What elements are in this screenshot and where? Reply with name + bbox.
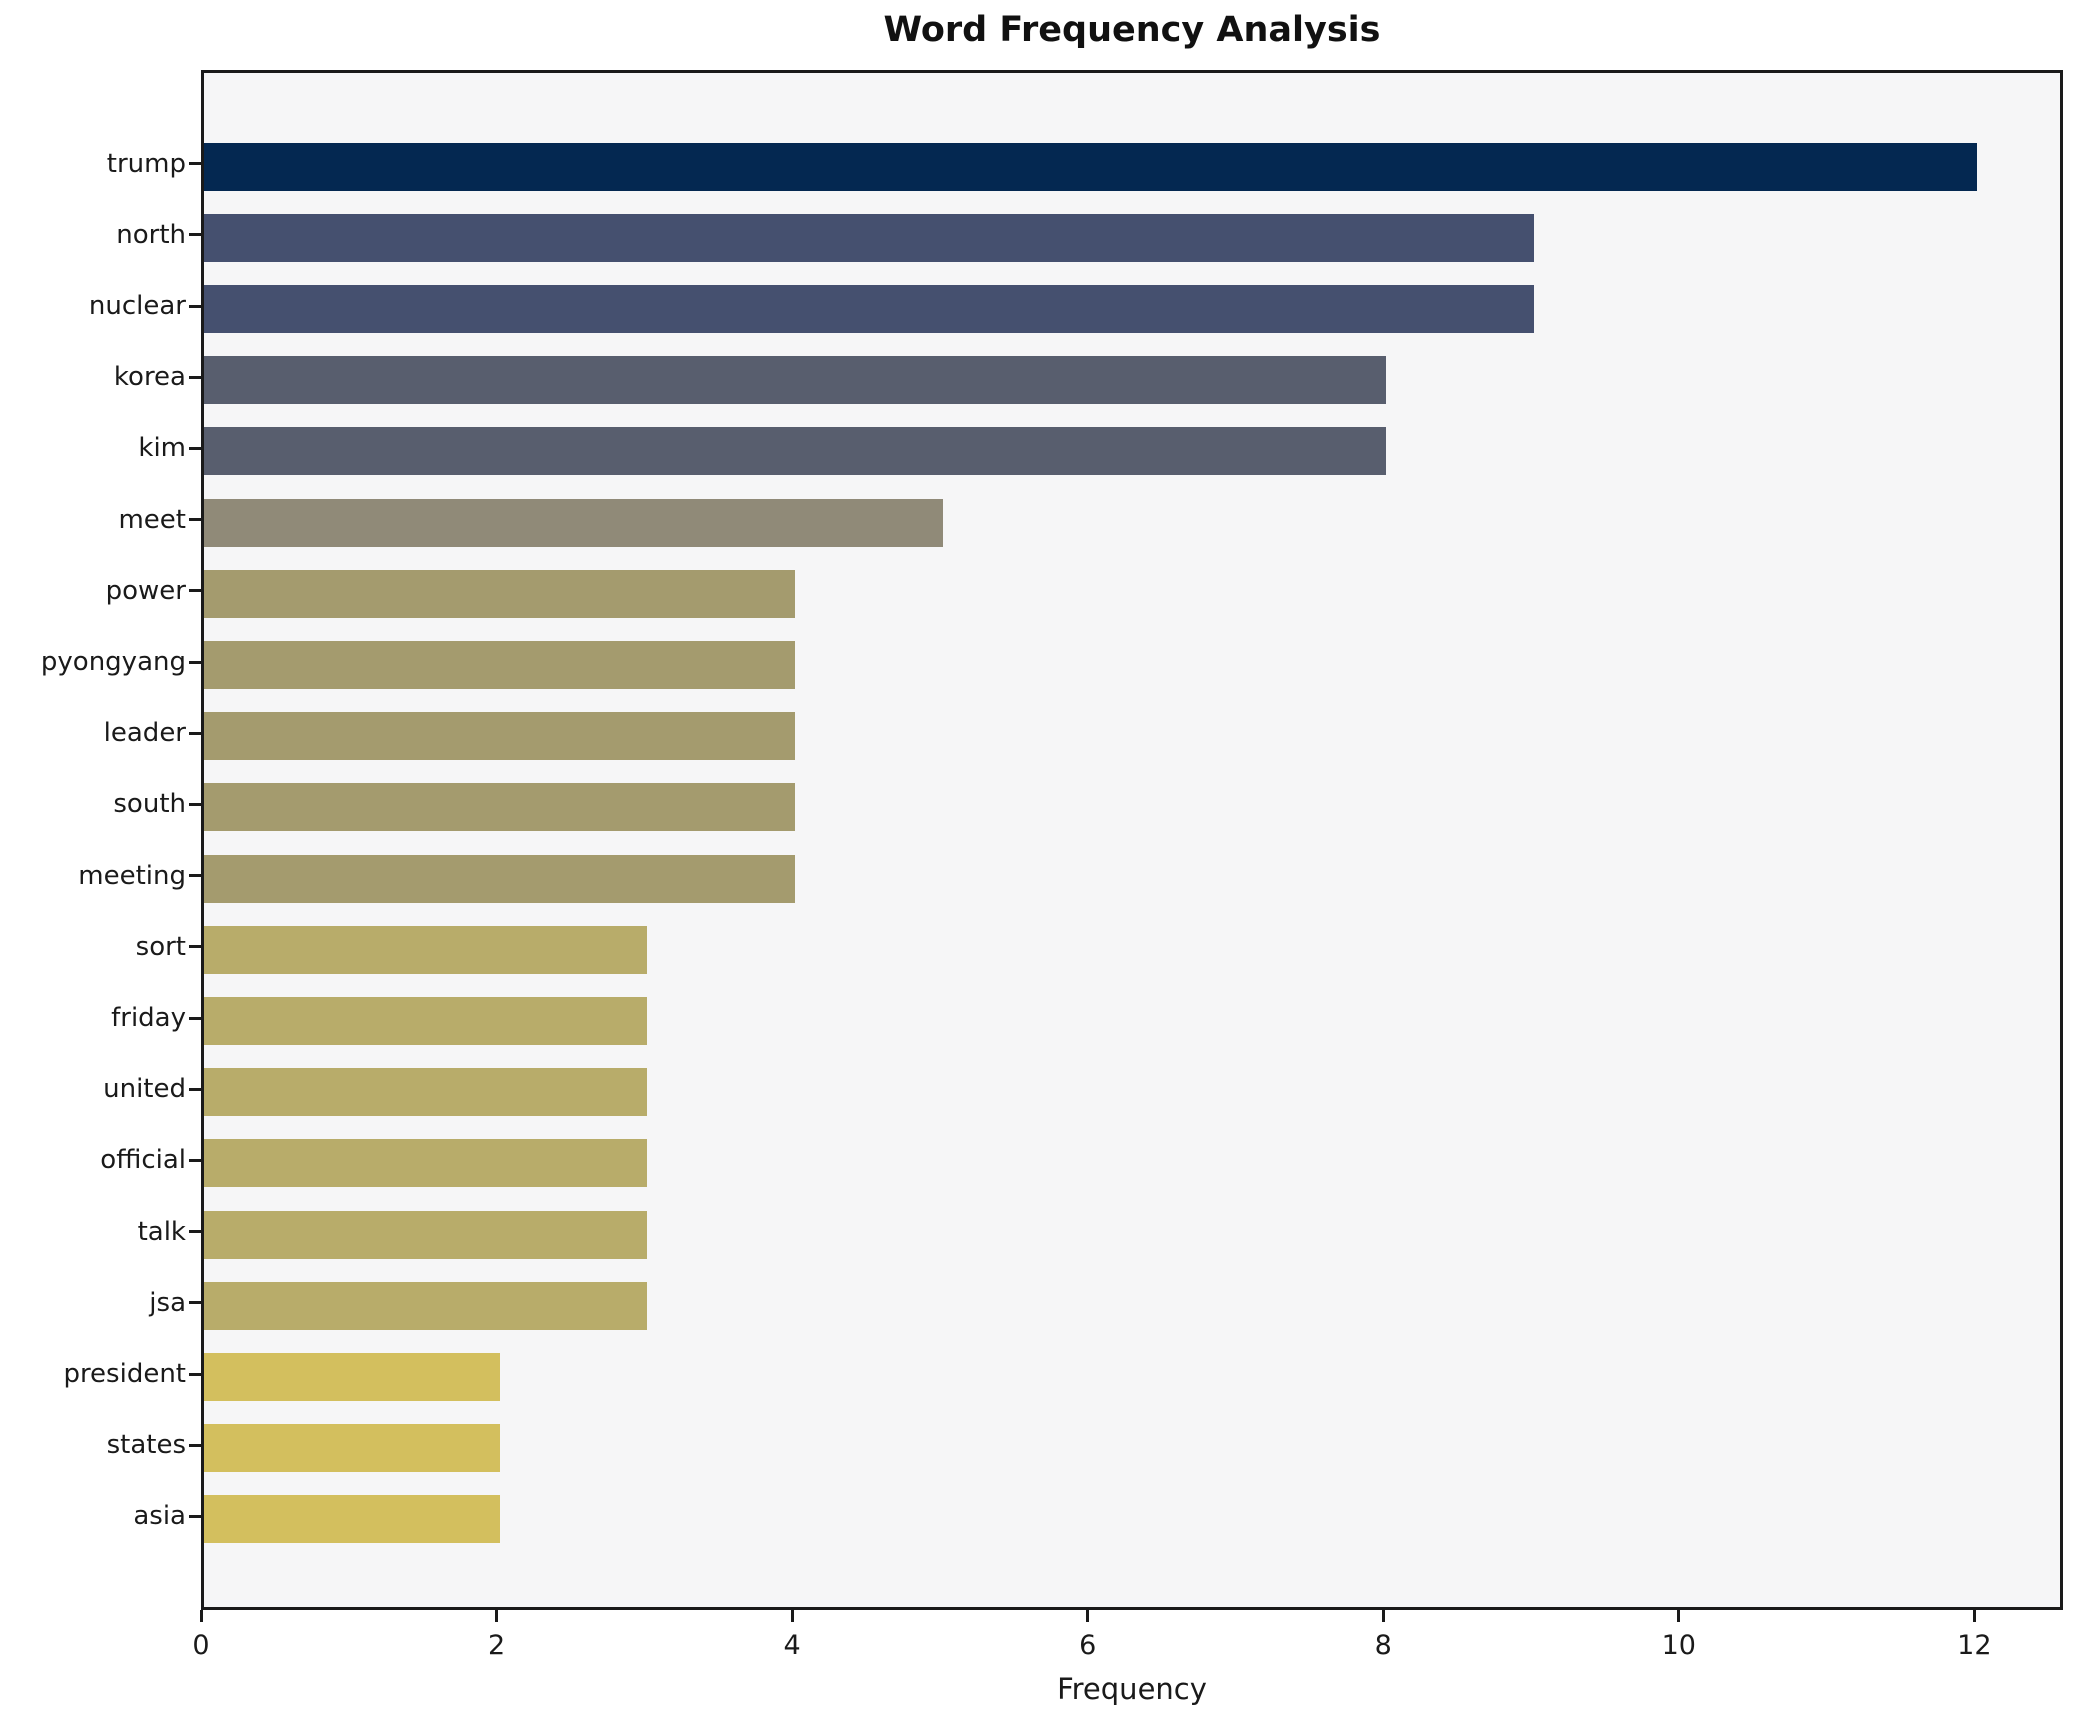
bar-sort [204, 925, 648, 974]
bar-power [204, 569, 796, 618]
y-tick-label-north: north [116, 219, 186, 250]
y-tick-mark [189, 1087, 201, 1091]
y-tick-label-meeting: meeting [78, 860, 186, 891]
y-tick-mark [189, 304, 201, 308]
x-axis-label: Frequency [1057, 1672, 1207, 1706]
bar-jsa [204, 1281, 648, 1330]
y-tick-label-trump: trump [106, 148, 186, 179]
y-tick-mark [189, 1372, 201, 1376]
x-tick-label-8: 8 [1374, 1630, 1392, 1661]
y-tick-label-talk: talk [137, 1216, 186, 1247]
bar-kim [204, 427, 1387, 476]
y-tick-label-states: states [106, 1430, 186, 1461]
y-tick-mark [189, 1514, 201, 1518]
x-tick-mark [1972, 1610, 1976, 1622]
bar-official [204, 1139, 648, 1188]
x-tick-mark [199, 1610, 203, 1622]
x-tick-label-10: 10 [1661, 1630, 1696, 1661]
bar-north [204, 213, 1534, 262]
bar-south [204, 783, 796, 832]
y-tick-label-leader: leader [103, 718, 186, 749]
bar-friday [204, 997, 648, 1045]
y-tick-label-jsa: jsa [149, 1287, 186, 1318]
plot-area [201, 70, 2063, 1610]
y-tick-mark [189, 1230, 201, 1234]
y-tick-label-asia: asia [133, 1501, 186, 1532]
bar-asia [204, 1495, 500, 1544]
y-tick-label-united: united [103, 1074, 186, 1105]
x-tick-label-2: 2 [487, 1630, 506, 1661]
y-tick-mark [189, 660, 201, 664]
bar-states [204, 1424, 500, 1473]
bar-leader [204, 712, 796, 761]
y-tick-mark [189, 1443, 201, 1447]
bar-korea [204, 356, 1387, 405]
y-tick-mark [189, 446, 201, 450]
y-tick-mark [189, 518, 201, 522]
y-tick-label-friday: friday [111, 1003, 186, 1033]
x-tick-label-12: 12 [1957, 1630, 1992, 1661]
bar-meet [204, 498, 943, 547]
y-tick-mark [189, 731, 201, 735]
x-tick-mark [495, 1610, 499, 1622]
bar-united [204, 1068, 648, 1117]
y-tick-label-korea: korea [113, 362, 186, 393]
bar-pyongyang [204, 641, 796, 689]
bar-trump [204, 142, 1978, 191]
y-tick-mark [189, 874, 201, 878]
y-tick-label-meet: meet [118, 504, 186, 535]
bar-president [204, 1353, 500, 1401]
y-tick-mark [189, 1158, 201, 1162]
bar-talk [204, 1210, 648, 1259]
y-tick-label-sort: sort [135, 931, 186, 962]
y-tick-mark [189, 233, 201, 237]
chart-title: Word Frequency Analysis [883, 10, 1381, 50]
y-tick-mark [189, 802, 201, 806]
y-tick-mark [189, 375, 201, 379]
x-tick-label-6: 6 [1079, 1630, 1097, 1661]
y-tick-mark [189, 589, 201, 593]
x-tick-mark [1677, 1610, 1681, 1622]
y-tick-label-pyongyang: pyongyang [40, 647, 186, 677]
bar-nuclear [204, 285, 1534, 333]
x-tick-label-4: 4 [783, 1630, 801, 1661]
y-tick-mark [189, 945, 201, 949]
x-tick-mark [790, 1610, 794, 1622]
y-tick-label-official: official [100, 1145, 186, 1176]
y-tick-mark [189, 162, 201, 166]
y-tick-mark [189, 1016, 201, 1020]
x-tick-mark [1381, 1610, 1385, 1622]
y-tick-label-nuclear: nuclear [88, 291, 186, 321]
x-tick-mark [1086, 1610, 1090, 1622]
y-tick-mark [189, 1301, 201, 1305]
y-tick-label-kim: kim [138, 433, 186, 464]
y-tick-label-president: president [63, 1359, 186, 1389]
y-tick-label-south: south [113, 789, 186, 820]
x-tick-label-0: 0 [192, 1630, 210, 1661]
bar-meeting [204, 854, 796, 903]
y-tick-label-power: power [105, 575, 186, 606]
